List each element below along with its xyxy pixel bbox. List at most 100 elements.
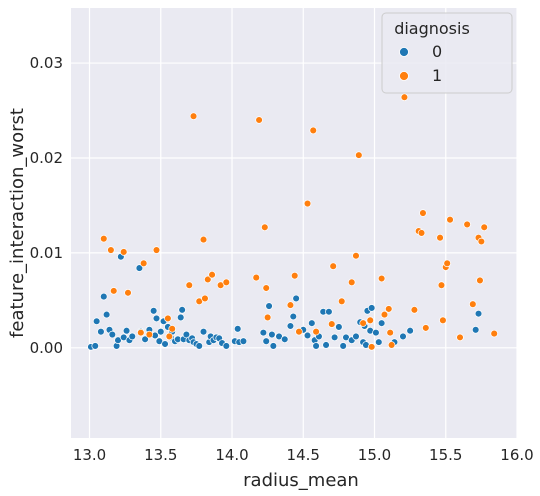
data-point-class-1 [255, 116, 263, 124]
legend-title: diagnosis [394, 19, 470, 38]
data-point-class-1 [380, 310, 389, 319]
data-point-class-0 [339, 342, 347, 350]
x-axis-label: radius_mean [243, 470, 359, 491]
data-point-class-0 [128, 332, 137, 341]
data-point-class-0 [157, 327, 165, 336]
data-point-class-0 [262, 337, 270, 345]
data-point-class-0 [289, 312, 298, 321]
data-point-class-1 [107, 246, 115, 254]
x-tick-label: 14.5 [287, 446, 320, 464]
data-point-class-0 [195, 342, 203, 350]
data-point-class-0 [280, 335, 289, 344]
data-point-class-1 [328, 320, 336, 328]
data-point-class-1 [463, 220, 471, 229]
data-point-class-1 [124, 289, 132, 297]
x-tick-label: 13.0 [73, 446, 106, 464]
data-point-class-0 [375, 338, 383, 346]
data-point-class-0 [176, 313, 185, 322]
data-point-class-1 [100, 234, 108, 243]
data-point-class-0 [399, 332, 407, 341]
data-point-class-1 [139, 259, 148, 268]
data-point-class-0 [377, 319, 386, 327]
data-point-class-0 [92, 317, 101, 325]
data-point-class-1 [456, 333, 464, 342]
data-point-class-1 [189, 112, 198, 120]
data-point-class-1 [490, 329, 498, 338]
data-point-class-0 [303, 331, 312, 340]
y-axis-label: feature_interaction_worst [7, 108, 28, 338]
data-point-class-1 [437, 281, 446, 289]
data-point-class-0 [352, 332, 360, 341]
data-point-class-1 [295, 327, 303, 336]
data-point-class-1 [436, 233, 444, 242]
data-point-class-1 [410, 306, 419, 314]
data-point-class-0 [269, 342, 278, 350]
data-point-class-1 [164, 314, 172, 323]
data-point-class-1 [199, 235, 208, 244]
data-point-class-0 [330, 333, 339, 342]
data-point-class-1 [137, 328, 145, 337]
data-point-class-1 [439, 316, 447, 325]
data-point-class-0 [259, 328, 268, 337]
data-point-class-1 [446, 215, 454, 224]
data-point-class-0 [335, 323, 343, 331]
data-point-class-1 [168, 325, 176, 333]
data-points [87, 93, 498, 351]
data-point-class-1 [387, 341, 396, 349]
data-point-class-0 [367, 304, 376, 312]
data-point-class-0 [108, 330, 117, 339]
data-point-class-0 [312, 342, 320, 350]
data-point-class-0 [292, 294, 300, 303]
y-tick-label: 0.03 [30, 54, 63, 72]
data-point-class-1 [290, 271, 299, 280]
x-tick-label: 15.0 [358, 446, 391, 464]
data-point-class-0 [222, 342, 231, 350]
data-point-class-0 [135, 264, 144, 272]
data-point-class-1 [386, 328, 394, 337]
data-point-class-0 [141, 335, 149, 344]
data-point-class-0 [161, 340, 169, 348]
data-point-class-1 [477, 237, 486, 246]
y-tick-labels: 0.00 0.01 0.02 0.03 [30, 54, 63, 357]
data-point-class-1 [152, 246, 161, 254]
data-point-class-0 [233, 325, 242, 333]
data-point-class-0 [265, 302, 273, 310]
data-point-class-0 [149, 307, 158, 315]
data-point-class-1 [204, 275, 212, 284]
x-tick-label: 16.0 [500, 446, 533, 464]
data-point-class-1 [309, 126, 317, 135]
data-point-class-0 [239, 337, 248, 345]
data-point-class-1 [422, 324, 430, 332]
y-tick-label: 0.02 [30, 149, 63, 167]
data-point-class-0 [122, 326, 131, 335]
legend-marker-0 [399, 47, 409, 57]
data-point-class-1 [337, 297, 346, 306]
data-point-class-1 [469, 300, 477, 308]
data-point-class-1 [385, 305, 393, 313]
data-point-class-1 [377, 274, 386, 283]
data-point-class-1 [480, 223, 488, 232]
x-tick-label: 15.5 [429, 446, 462, 464]
data-point-class-0 [474, 309, 483, 318]
data-point-class-1 [261, 223, 269, 232]
data-point-class-1 [252, 273, 260, 282]
data-point-class-0 [91, 342, 99, 350]
data-point-class-1 [400, 93, 409, 101]
data-point-class-0 [199, 327, 208, 336]
data-point-class-1 [366, 316, 374, 325]
data-point-class-1 [352, 251, 360, 260]
data-point-class-0 [268, 330, 276, 339]
data-point-class-0 [100, 292, 108, 301]
data-point-class-1 [303, 199, 312, 208]
data-point-class-1 [165, 332, 174, 341]
data-point-class-1 [201, 294, 209, 303]
data-point-class-1 [109, 287, 118, 295]
y-tick-label: 0.01 [30, 244, 63, 262]
data-point-class-1 [476, 276, 484, 285]
data-point-class-0 [471, 326, 480, 334]
data-point-class-0 [97, 327, 105, 336]
data-point-class-1 [185, 281, 194, 289]
legend-label-1: 1 [432, 66, 442, 85]
data-point-class-0 [178, 306, 186, 314]
data-point-class-1 [419, 209, 427, 217]
